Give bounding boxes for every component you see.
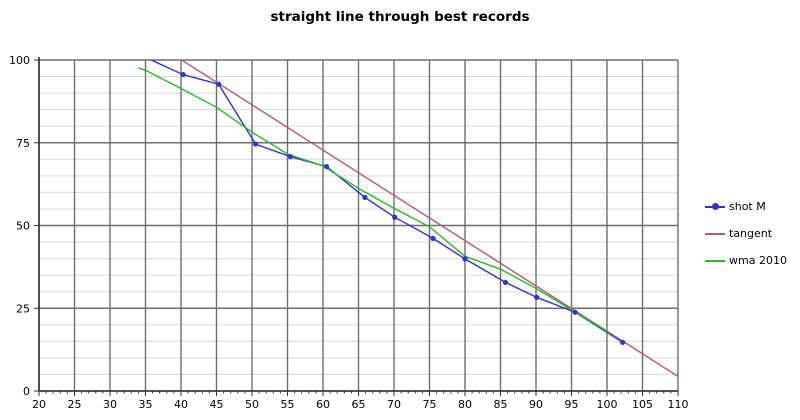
data-point-markers: [180, 71, 626, 345]
legend-label: wma 2010: [729, 254, 787, 267]
data-point-marker: [252, 141, 259, 147]
x-tick-label: 65: [352, 398, 366, 411]
legend-item-tangent: tangent: [705, 220, 787, 247]
axis-tick-labels: 20 25 30 35 40 45 50 55 60 65 70 75 80 85 90 95 100 105 11…: [9, 54, 689, 411]
y-tick-label: 50: [16, 220, 30, 233]
x-tick-label: 45: [210, 398, 224, 411]
legend: shot M tangent wma 2010: [705, 193, 787, 274]
data-point-marker: [362, 194, 368, 200]
data-point-marker: [462, 256, 468, 262]
x-tick-label: 80: [458, 398, 472, 411]
x-tick-label: 90: [529, 398, 543, 411]
x-tick-label: 25: [68, 398, 82, 411]
y-tick-label: 75: [16, 137, 30, 150]
x-tick-label: 95: [565, 398, 579, 411]
x-tick-label: 35: [139, 398, 153, 411]
x-tick-label: 55: [281, 398, 295, 411]
series-line-wma-2010: [138, 67, 611, 334]
x-tick-label: 110: [668, 398, 689, 411]
legend-line-sample-icon: [705, 229, 725, 238]
x-tick-label: 70: [387, 398, 401, 411]
legend-item-shot-m: shot M: [705, 193, 787, 220]
x-tick-label: 40: [174, 398, 188, 411]
legend-line-sample-icon: [705, 202, 725, 211]
data-point-marker: [502, 279, 509, 286]
data-point-marker: [392, 214, 398, 220]
x-tick-label: 105: [632, 398, 653, 411]
data-point-marker: [534, 294, 540, 300]
data-point-marker: [572, 309, 578, 315]
y-tick-label: 25: [16, 302, 30, 315]
chart-title: straight line through best records: [270, 9, 530, 25]
gridlines: [38, 59, 679, 392]
x-tick-label: 85: [494, 398, 508, 411]
data-point-marker: [323, 163, 330, 170]
data-point-marker: [287, 154, 293, 160]
data-point-marker: [620, 339, 626, 345]
axes: [34, 57, 679, 396]
data-point-marker: [180, 71, 186, 78]
y-tick-label: 0: [23, 385, 30, 398]
legend-item-wma-2010: wma 2010: [705, 247, 787, 274]
x-tick-label: 50: [245, 398, 259, 411]
data-point-marker: [430, 235, 436, 242]
series-line-shot-m: [149, 60, 623, 343]
x-tick-label: 20: [32, 398, 46, 411]
legend-line-sample-icon: [705, 256, 725, 265]
legend-label: tangent: [729, 227, 773, 240]
x-tick-label: 60: [316, 398, 330, 411]
x-tick-label: 30: [103, 398, 117, 411]
x-tick-label: 100: [597, 398, 618, 411]
y-tick-label: 100: [9, 54, 30, 67]
data-point-marker: [216, 81, 222, 87]
x-tick-label: 75: [423, 398, 437, 411]
data-series: [138, 60, 678, 377]
legend-label: shot M: [729, 200, 766, 213]
